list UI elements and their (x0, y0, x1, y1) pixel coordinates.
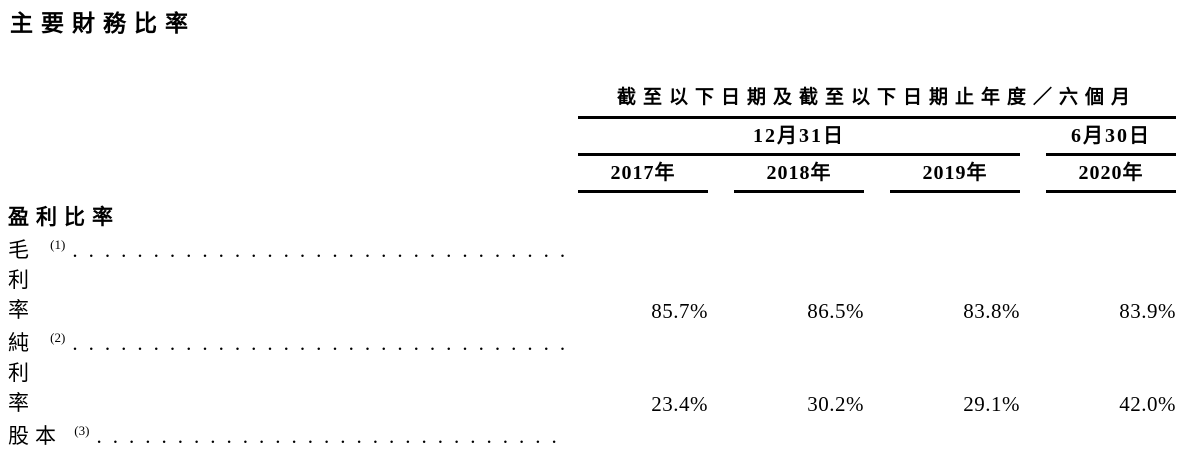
value-cell: 85.7% (651, 298, 708, 323)
value-cell: 35.3% (578, 420, 708, 449)
dot-leader: ........................................… (72, 237, 568, 262)
dot-leader: ........................................… (72, 330, 568, 355)
column-gap (864, 327, 890, 420)
column-gap (1020, 118, 1046, 155)
empty-cells (578, 192, 1176, 234)
value-cell: 35.3% (1046, 420, 1176, 449)
value-cell: 63.0% (734, 420, 864, 449)
row-label: 毛利率 (8, 237, 35, 322)
column-gap (1020, 327, 1046, 420)
table-row: 股本回報率 (3)................................… (8, 420, 1176, 449)
column-gap (708, 327, 734, 420)
value-cell: 42.0% (1119, 391, 1177, 416)
date-group-row: 12月31日 6月30日 (8, 117, 1177, 156)
year-header-2020: 2020年 (1046, 154, 1177, 193)
footnote-marker: (2) (50, 329, 66, 345)
row-label-cell: 純利率 (2)..................................… (8, 327, 578, 420)
year-header-2019: 2019年 (890, 154, 1020, 193)
year-header-2017: 2017年 (578, 154, 708, 193)
date-group-jun30: 6月30日 (1046, 117, 1177, 156)
header-spacer (8, 82, 578, 118)
table-row: 毛利率 (1)..................................… (8, 234, 1176, 327)
section-row: 盈利比率 (8, 192, 1176, 234)
column-gap (708, 155, 734, 192)
header-spacer (8, 118, 578, 155)
year-header-row: 2017年 2018年 2019年 2020年 (8, 154, 1177, 193)
row-label: 股本回報率 (8, 423, 62, 448)
period-header: 截至以下日期及截至以下日期止年度／六個月 (578, 82, 1177, 119)
column-gap (1020, 234, 1046, 327)
dot-leader: ........................................… (96, 423, 568, 448)
header-spacer (8, 155, 578, 192)
footnote-marker: (3) (74, 422, 90, 438)
column-gap (708, 420, 734, 449)
column-gap (864, 155, 890, 192)
column-gap (708, 234, 734, 327)
value-cell: 29.1% (963, 391, 1020, 416)
value-cell: 30.2% (807, 391, 864, 416)
value-cell: 40.5% (890, 420, 1020, 449)
row-label-cell: 毛利率 (1)..................................… (8, 234, 578, 327)
year-header-2018: 2018年 (734, 154, 864, 193)
value-cell: 83.9% (1119, 298, 1177, 323)
section-label: 盈利比率 (8, 204, 120, 229)
value-cell: 23.4% (651, 391, 708, 416)
period-header-row: 截至以下日期及截至以下日期止年度／六個月 (8, 82, 1177, 119)
table-row: 純利率 (2)..................................… (8, 327, 1176, 420)
row-label-cell: 股本回報率 (3)................................… (8, 420, 578, 449)
value-cell: 86.5% (807, 298, 864, 323)
row-label: 純利率 (8, 330, 35, 415)
date-group-dec31: 12月31日 (578, 117, 1020, 156)
column-gap (1020, 420, 1046, 449)
column-gap (864, 420, 890, 449)
column-gap (864, 234, 890, 327)
column-gap (1020, 155, 1046, 192)
financial-ratios-table: 截至以下日期及截至以下日期止年度／六個月 12月31日 6月30日 2017年 … (8, 82, 1177, 449)
footnote-marker: (1) (50, 236, 66, 252)
value-cell: 83.8% (963, 298, 1020, 323)
page-title: 主要財務比率 (10, 11, 196, 36)
